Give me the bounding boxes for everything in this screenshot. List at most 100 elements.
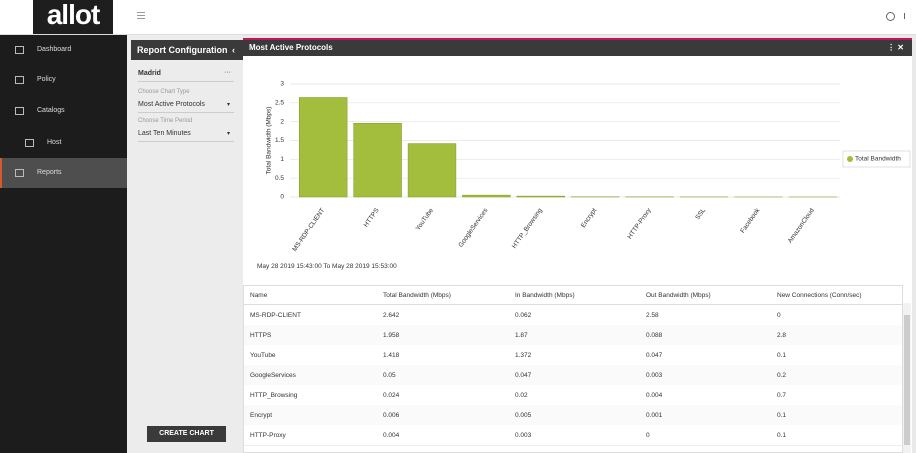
column-header[interactable]: Total Bandwidth (Mbps)	[383, 292, 451, 299]
bar	[299, 97, 348, 198]
table-cell: 0.047	[646, 352, 663, 359]
y-tick-label: 2.5	[275, 100, 284, 107]
sidebar: Dashboard Policy Catalogs Host Reports	[0, 35, 129, 453]
table-row	[244, 345, 902, 366]
table-cell: 2.58	[646, 312, 659, 319]
date-range: May 28 2019 15:43:00 To May 28 2019 15:5…	[257, 263, 397, 270]
column-header[interactable]: In Bandwidth (Mbps)	[515, 292, 575, 299]
site: Madrid	[138, 70, 161, 77]
table-cell: 0.1	[777, 432, 787, 439]
table-row	[244, 405, 902, 426]
accent-line	[243, 38, 912, 40]
y-tick-label: 0.5	[275, 175, 284, 182]
divider	[138, 81, 234, 82]
x-tick-label: Facebook	[739, 207, 762, 235]
menu-item[interactable]: Policy	[37, 76, 56, 83]
table-row	[244, 305, 902, 326]
table-cell: 0.024	[383, 392, 400, 399]
divider	[138, 112, 234, 113]
table-cell: HTTPS	[250, 332, 272, 339]
bar	[353, 122, 402, 198]
y-tick-label: 0	[280, 194, 284, 201]
table-cell: 1.372	[515, 352, 532, 359]
table-cell: 0.1	[777, 412, 787, 419]
top-bar: allot	[0, 0, 916, 35]
bar	[462, 194, 511, 198]
column-header[interactable]: Out Bandwidth (Mbps)	[646, 292, 711, 299]
dropdown-arrow[interactable]: ▾	[227, 102, 231, 108]
y-tick-label: 3	[280, 81, 284, 88]
x-tick-label: AmazonCloud	[787, 207, 816, 245]
table-cell: 1.958	[383, 332, 400, 339]
x-tick-label: HTTPS	[363, 207, 381, 229]
y-tick-label: 1.5	[275, 137, 284, 144]
menu-icon[interactable]	[15, 107, 24, 115]
config-panel: Report Configuration ‹ Madrid ··· Choose …	[127, 35, 243, 453]
dropdown-arrow[interactable]: ▾	[227, 131, 231, 137]
table-cell: 0.004	[383, 432, 400, 439]
table-cell: 0.005	[515, 412, 532, 419]
time-select[interactable]: Last Ten Minutes	[138, 130, 191, 137]
active-item[interactable]	[0, 158, 129, 188]
table-row	[244, 325, 902, 346]
menu-item[interactable]: Host	[47, 139, 62, 146]
column-header[interactable]: New Connections (Conn/sec)	[777, 292, 862, 299]
table-cell: 0.004	[646, 392, 663, 399]
chart: 0 0.5 1 1.5 2 2.5 3 Total Bandwidth (Mbps) MS-RD…	[266, 81, 911, 253]
panel-header: Most Active Protocols ⋮ ✕	[243, 40, 912, 56]
table-cell: 2.8	[777, 332, 787, 339]
table-header	[244, 286, 902, 305]
collapse-icon[interactable]: ‹	[232, 45, 235, 55]
site-menu[interactable]: ···	[224, 69, 231, 76]
table-cell: 0.001	[646, 412, 663, 419]
table-cell: 0	[646, 432, 650, 439]
config-title: Report Configuration ‹	[131, 40, 243, 60]
chart-type-select[interactable]: Most Active Protocols	[138, 101, 205, 108]
table-row	[244, 425, 902, 446]
x-tick-label: HTTP_Browsing	[511, 207, 544, 250]
legend-box	[842, 150, 911, 168]
menu-icon[interactable]	[137, 12, 145, 13]
report-panel: Most Active Protocols ⋮ ✕ 0 0.5 1 1.5 2 2.5 3 To…	[243, 38, 912, 453]
y-axis-label: Total Bandwidth (Mbps)	[266, 107, 273, 175]
menu-icon[interactable]	[15, 76, 24, 84]
x-tick-label: MS-RDP-CLIENT	[291, 207, 326, 253]
x-tick-label: SSL	[694, 207, 707, 221]
table-row	[244, 365, 902, 386]
menu-icon[interactable]	[25, 139, 34, 147]
table: Name Total Bandwidth (Mbps) In Bandwidth (…	[243, 285, 903, 453]
bar	[407, 143, 457, 198]
chart-type-label: Choose Chart Type	[138, 89, 190, 95]
divider	[138, 141, 234, 142]
table-cell: 0.7	[777, 392, 787, 399]
table-cell: 2.642	[383, 312, 400, 319]
menu-item[interactable]: Catalogs	[37, 107, 65, 114]
scrollbar[interactable]	[903, 303, 911, 453]
table-cell: 0.047	[515, 372, 532, 379]
settings-icon[interactable]	[886, 12, 895, 21]
close-icon[interactable]: ⋮ ✕	[887, 43, 904, 52]
more-icon[interactable]	[904, 13, 905, 19]
table-cell: 0.2	[777, 372, 787, 379]
legend-label: Total Bandwidth	[855, 156, 901, 163]
menu-item[interactable]: Dashboard	[37, 46, 72, 53]
x-tick-label: HTTP-Proxy	[626, 207, 653, 241]
create-chart-button[interactable]: CREATE CHART	[147, 426, 226, 442]
table-cell: 0.088	[646, 332, 663, 339]
x-tick-label: YouTube	[415, 207, 436, 232]
menu-icon[interactable]	[15, 46, 24, 54]
table-cell: 0.003	[646, 372, 663, 379]
x-tick-label: Encrypt	[580, 207, 598, 229]
menu-icon[interactable]	[15, 169, 24, 177]
config-title-text: Report Configuration	[137, 45, 228, 55]
x-tick-label: GoogleServices	[457, 207, 489, 249]
table-cell: 0.003	[515, 432, 532, 439]
column-header[interactable]: Name	[250, 292, 268, 299]
menu-item[interactable]: Reports	[37, 169, 62, 176]
table-cell: 0.006	[383, 412, 400, 419]
table-cell: GoogleServices	[250, 372, 296, 379]
table-cell: 1.87	[515, 332, 528, 339]
y-tick-label: 2	[280, 118, 284, 125]
scroll-thumb[interactable]	[904, 315, 910, 445]
table-row	[244, 385, 902, 406]
